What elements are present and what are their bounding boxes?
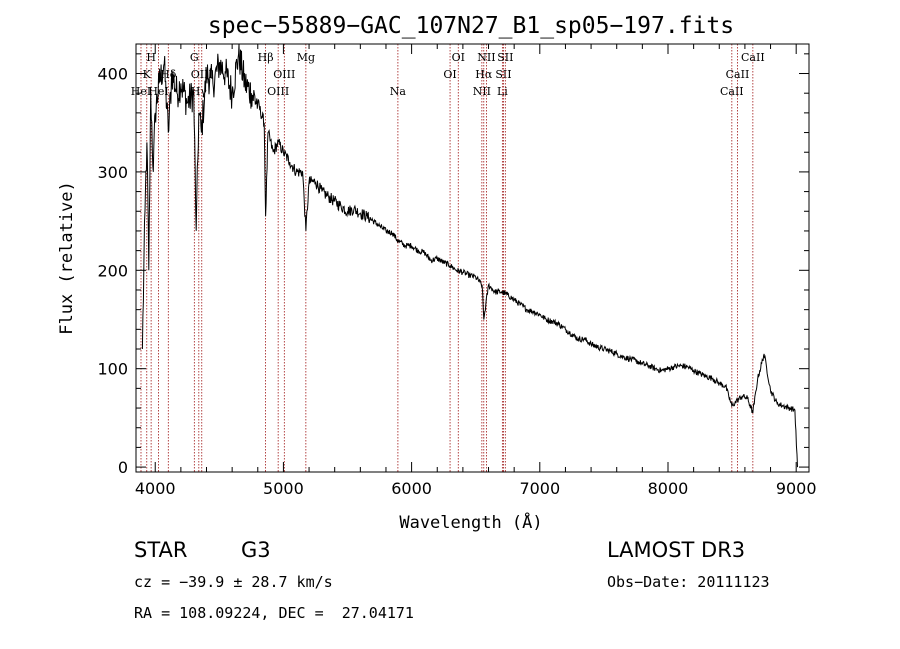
line-marker-label: G bbox=[190, 51, 199, 64]
line-marker-label: OI bbox=[452, 51, 465, 64]
line-marker-label: SII bbox=[495, 68, 511, 81]
y-tick-label: 300 bbox=[97, 163, 128, 182]
y-tick-label: 200 bbox=[97, 261, 128, 280]
spectral-line-markers: HeIKHHeIHδGHγOIIIHβOIIIOIIIMgNaOIOINIIHα… bbox=[131, 44, 765, 472]
x-tick-label: 6000 bbox=[391, 479, 432, 498]
y-tick-label: 100 bbox=[97, 360, 128, 379]
spectrum-series bbox=[141, 43, 798, 468]
x-tick-label: 9000 bbox=[776, 479, 817, 498]
line-marker-label: OI bbox=[443, 68, 456, 81]
line-marker-label: SII bbox=[497, 51, 513, 64]
x-axis-label: Wavelength (Å) bbox=[399, 511, 542, 533]
chart-title: spec−55889−GAC_107N27_B1_sp05−197.fits bbox=[208, 13, 734, 39]
redshift-velocity: cz = −39.9 ± 28.7 km/s bbox=[134, 573, 333, 591]
line-marker-label: Li bbox=[497, 85, 508, 98]
line-marker-label: CaII bbox=[726, 68, 750, 81]
sky-coordinates: RA = 108.09224, DEC = 27.04171 bbox=[134, 604, 414, 622]
x-tick-label: 5000 bbox=[263, 479, 304, 498]
y-tick-label: 0 bbox=[118, 458, 128, 477]
x-tick-label: 4000 bbox=[135, 479, 176, 498]
object-class: STAR bbox=[134, 538, 188, 562]
line-marker-label: Hα bbox=[475, 68, 493, 81]
line-marker-label: NII bbox=[473, 85, 491, 98]
object-subclass: G3 bbox=[241, 538, 271, 562]
line-marker-label: CaII bbox=[720, 85, 744, 98]
line-marker-label: Hγ bbox=[191, 85, 208, 98]
x-tick-label: 8000 bbox=[648, 479, 689, 498]
y-axis-label: Flux (relative) bbox=[57, 181, 77, 335]
x-tick-label: 7000 bbox=[519, 479, 560, 498]
line-marker-label: Hβ bbox=[258, 51, 274, 64]
line-marker-label: K bbox=[143, 68, 152, 81]
plot-frame bbox=[135, 43, 810, 473]
line-marker-label: OIII bbox=[267, 85, 289, 98]
chart-axes: 4000 5000 6000 7000 8000 9000 0 100 200 300 400 bbox=[97, 44, 817, 498]
survey-name: LAMOST DR3 bbox=[607, 538, 746, 562]
line-marker-label: Na bbox=[390, 85, 407, 98]
y-tick-label: 400 bbox=[97, 65, 128, 84]
line-marker-label: Mg bbox=[297, 51, 315, 64]
line-marker-label: CaII bbox=[741, 51, 765, 64]
line-marker-label: H bbox=[146, 51, 156, 64]
observation-date: Obs−Date: 20111123 bbox=[607, 573, 770, 591]
line-marker-label: OIII bbox=[273, 68, 295, 81]
spectrum-line bbox=[141, 43, 798, 468]
line-marker-label: NII bbox=[477, 51, 495, 64]
